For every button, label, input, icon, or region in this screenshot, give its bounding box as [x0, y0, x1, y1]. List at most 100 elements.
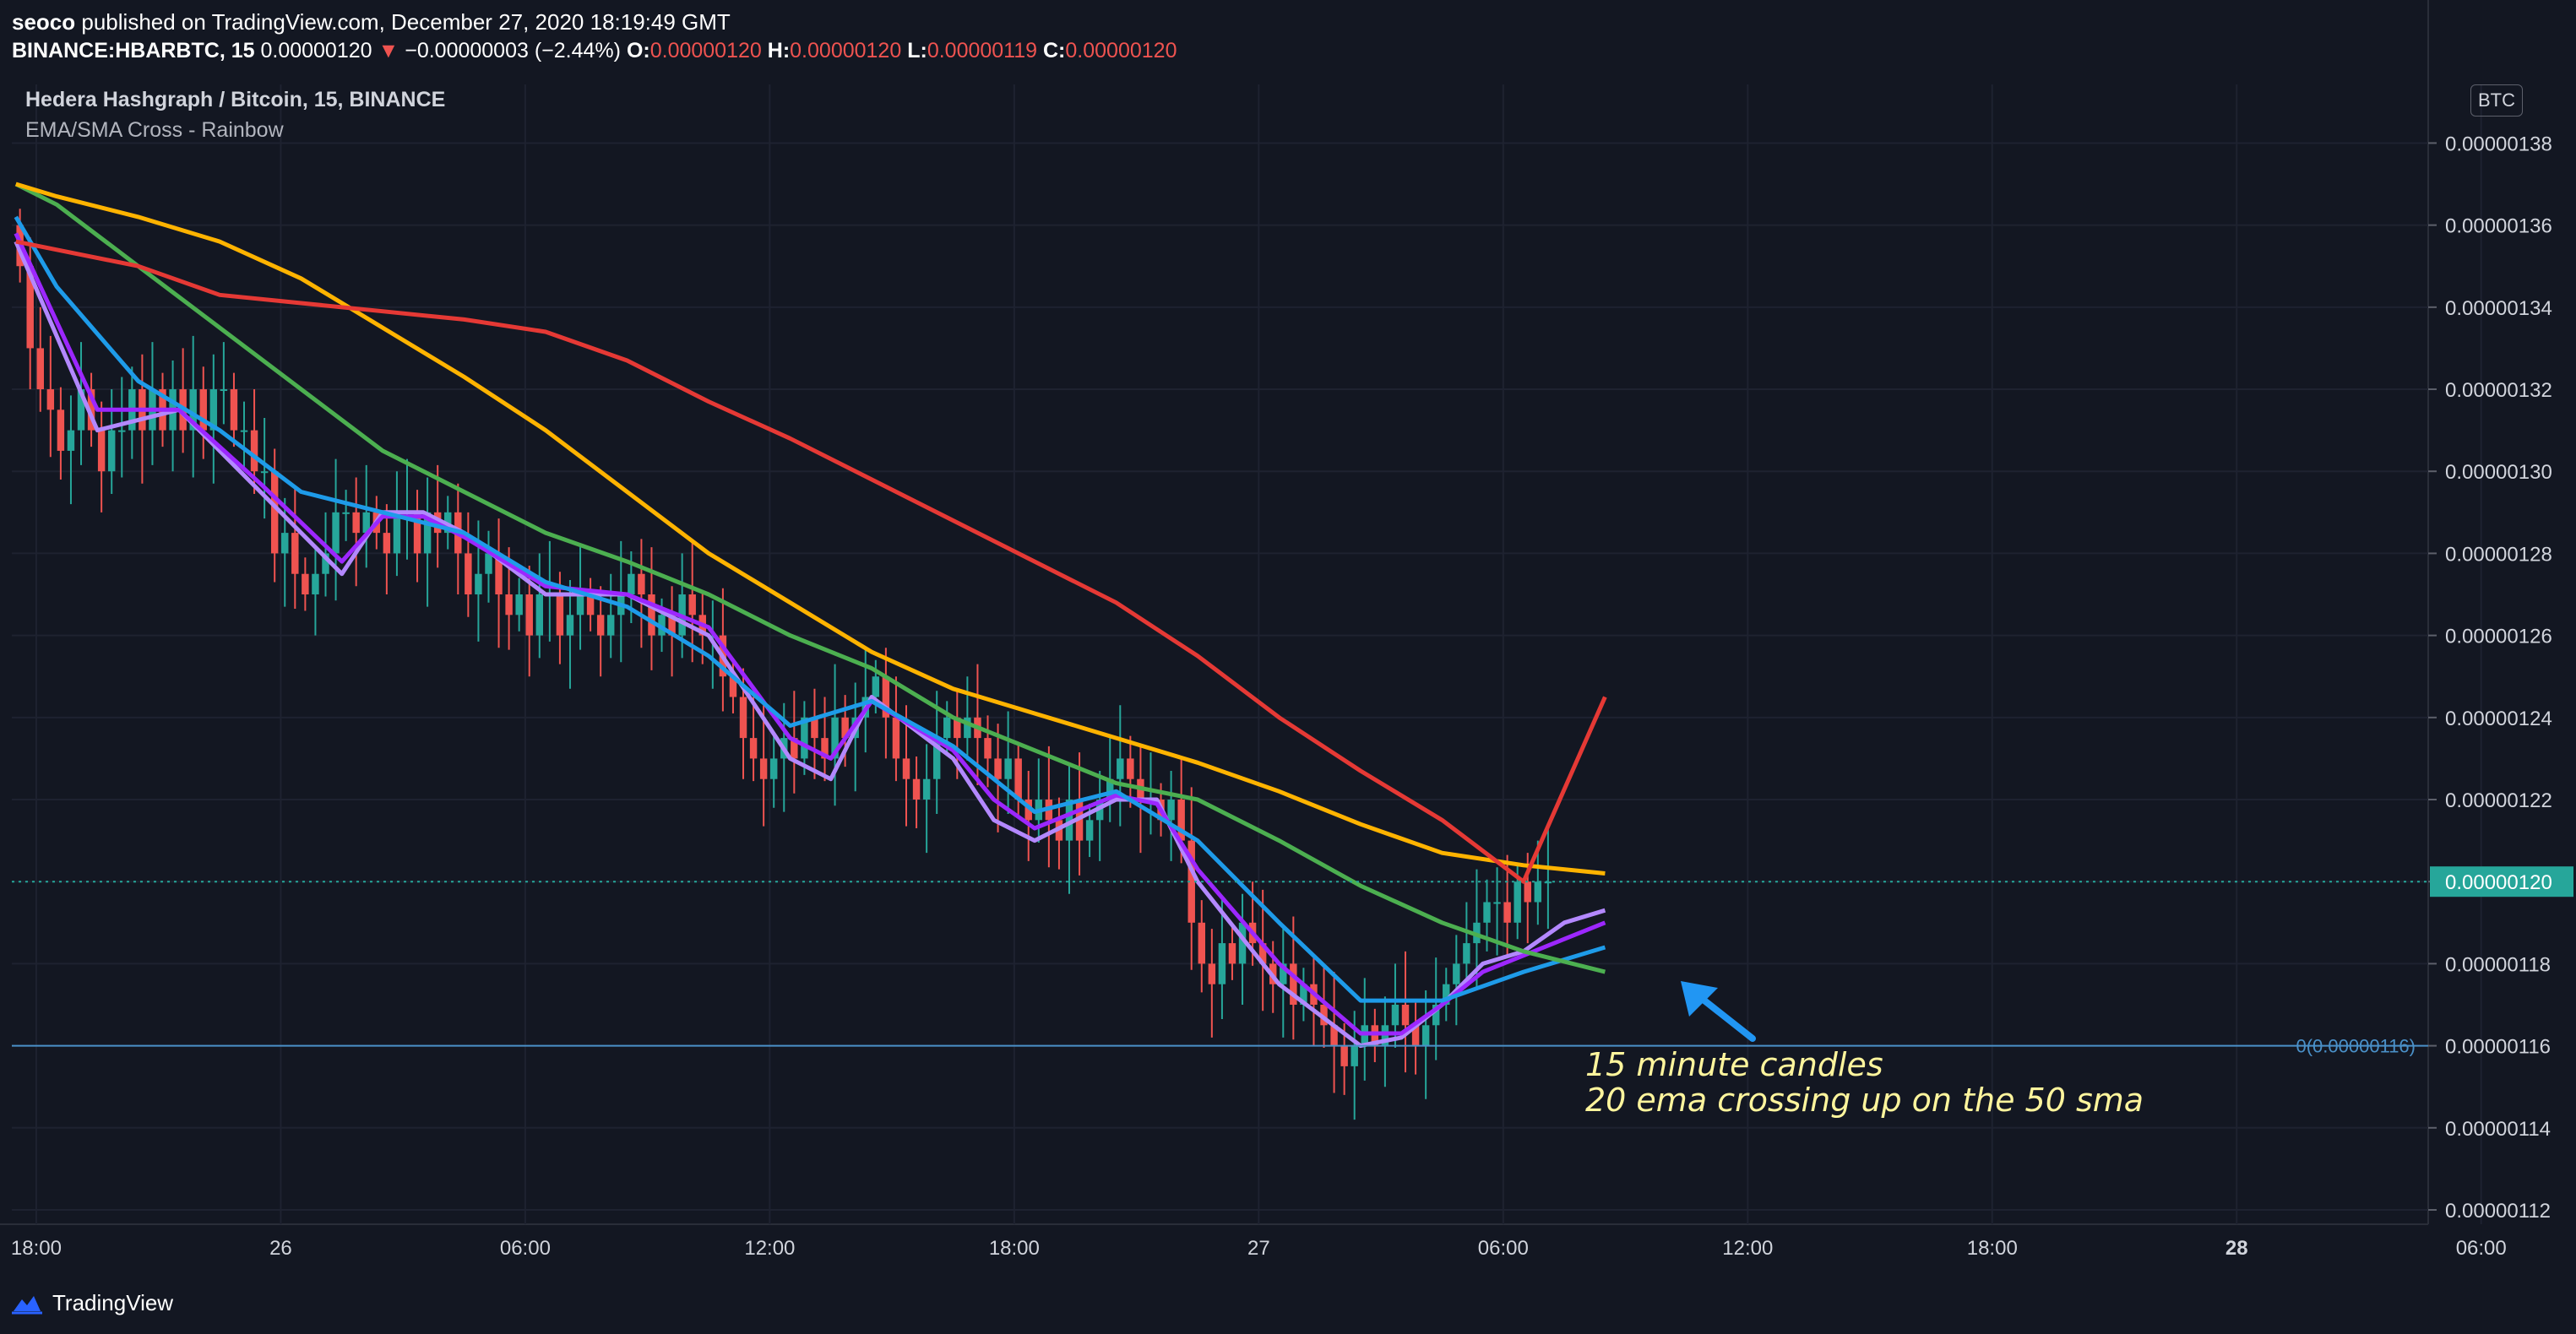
y-tick-label: 0.00000126: [2445, 626, 2552, 648]
annotation-text: 15 minute candles 20 ema crossing up on …: [1585, 1047, 2144, 1118]
ma-line-sma_50: [14, 182, 1606, 974]
candle-body: [648, 594, 655, 636]
candle-body: [1187, 840, 1195, 923]
candle-body: [801, 717, 808, 759]
grid: [0, 0, 2482, 1225]
overlays: 0(0.00000116): [12, 881, 2428, 1057]
candle-body: [1443, 984, 1450, 1005]
candle-body: [668, 615, 676, 636]
candle-body: [1228, 943, 1236, 964]
x-tick-label: 28: [2225, 1237, 2248, 1260]
candle-body: [831, 717, 839, 759]
candle-body: [912, 778, 921, 800]
x-tick-label: 18:00: [989, 1237, 1040, 1260]
x-tick-label: 18:00: [1967, 1237, 2018, 1260]
arrow-head: [1681, 981, 1718, 1017]
publish-info: seoco published on TradingView.com, Dece…: [12, 5, 731, 39]
currency-badge[interactable]: BTC: [2470, 84, 2523, 117]
high-label: H:: [767, 39, 791, 62]
candle-body: [984, 738, 992, 759]
y-tick-label: 0.00000132: [2445, 379, 2552, 402]
time-axis[interactable]: 18:00 26 06:00 12:00 18:00 27 06:00 12:00 18:00 2…: [11, 1237, 2576, 1260]
candle-body: [1085, 820, 1094, 841]
candle-body: [77, 389, 85, 431]
tradingview-logo-text: TradingView: [52, 1289, 174, 1315]
main-series-label[interactable]: Hedera Hashgraph / Bitcoin, 15, BINANCE: [25, 88, 446, 111]
y-tick-label: 0.00000122: [2445, 789, 2552, 812]
candle-body: [1524, 881, 1531, 903]
candles: [16, 209, 1552, 1120]
candle-body: [1014, 758, 1022, 800]
candle-body: [749, 738, 758, 759]
candle-body: [902, 758, 910, 779]
y-tick-label: 0.00000124: [2445, 708, 2552, 730]
candle-body: [107, 430, 116, 472]
candle-body: [1258, 943, 1267, 964]
candle-body: [250, 430, 258, 472]
tradingview-logo[interactable]: TradingView: [10, 1286, 173, 1320]
candle-body: [729, 676, 737, 697]
candle-body: [1290, 963, 1297, 1005]
candle-body: [759, 758, 768, 779]
candle-body: [413, 512, 421, 554]
candle-body: [291, 533, 299, 574]
annotation-line-2: 20 ema crossing up on the 50 sma: [1585, 1082, 2144, 1119]
candle-body: [1330, 1025, 1338, 1046]
candle-body: [281, 533, 289, 554]
candle-body: [362, 512, 370, 534]
candle-body: [189, 389, 197, 431]
candle-body: [312, 573, 319, 595]
down-triangle-icon: ▼: [378, 39, 399, 62]
candle-body: [342, 512, 350, 514]
x-tick-label: 12:00: [744, 1237, 795, 1260]
low-value: 0.00000119: [927, 39, 1038, 62]
price-change: −0.00000003 (−2.44%): [405, 39, 621, 62]
candle-body: [199, 389, 207, 431]
candle-body: [495, 553, 503, 595]
ma-line-ma_100: [15, 182, 1606, 876]
x-tick-label: 27: [1247, 1237, 1270, 1260]
candle-body: [1350, 1045, 1358, 1066]
candle-body: [1198, 922, 1206, 964]
low-label: L:: [907, 39, 927, 62]
candle-body: [872, 676, 880, 697]
y-tick-label: 0.00000112: [2445, 1200, 2551, 1223]
symbol: BINANCE:HBARBTC, 15: [12, 39, 255, 62]
candle-body: [240, 430, 248, 432]
candle-body: [1106, 778, 1114, 800]
price-axis[interactable]: 0.00000112 0.00000114 0.00000116 0.00000118…: [2428, 133, 2573, 1223]
candle-body: [566, 615, 574, 636]
chart-legend: Hedera Hashgraph / Bitcoin, 15, BINANCE …: [25, 84, 445, 145]
candle-body: [26, 266, 34, 349]
candle-body: [1432, 1005, 1440, 1026]
candle-body: [1411, 1025, 1420, 1046]
candle-body: [302, 573, 309, 595]
candle-body: [118, 430, 126, 432]
candle-body: [1208, 963, 1216, 984]
candle-body: [556, 594, 564, 636]
y-tick-label: 0.00000116: [2445, 1036, 2551, 1059]
candle-body: [87, 389, 95, 431]
candle-body: [1503, 902, 1511, 923]
ma-line-ema_20: [14, 215, 1606, 1003]
candle-body: [230, 389, 238, 431]
candle-body: [1453, 963, 1460, 984]
candle-body: [994, 758, 1002, 779]
candle-body: [882, 676, 890, 718]
candle-body: [1238, 922, 1247, 964]
horizontal-line-label: 0(0.00000116): [2296, 1036, 2416, 1057]
tradingview-cloud-icon: [12, 1296, 42, 1315]
author-name[interactable]: seoco: [12, 9, 76, 35]
candle-body: [576, 594, 584, 615]
candle-body: [1340, 1045, 1348, 1066]
candle-body: [1401, 1005, 1410, 1026]
candle-body: [352, 512, 360, 534]
y-tick-label: 0.00000134: [2445, 297, 2552, 320]
indicator-label[interactable]: EMA/SMA Cross - Rainbow: [25, 118, 284, 142]
candle-body: [1463, 943, 1470, 964]
candle-body: [36, 348, 44, 390]
x-tick-label: 06:00: [2456, 1237, 2507, 1260]
candle-body: [57, 409, 65, 451]
candle-body: [954, 717, 961, 739]
